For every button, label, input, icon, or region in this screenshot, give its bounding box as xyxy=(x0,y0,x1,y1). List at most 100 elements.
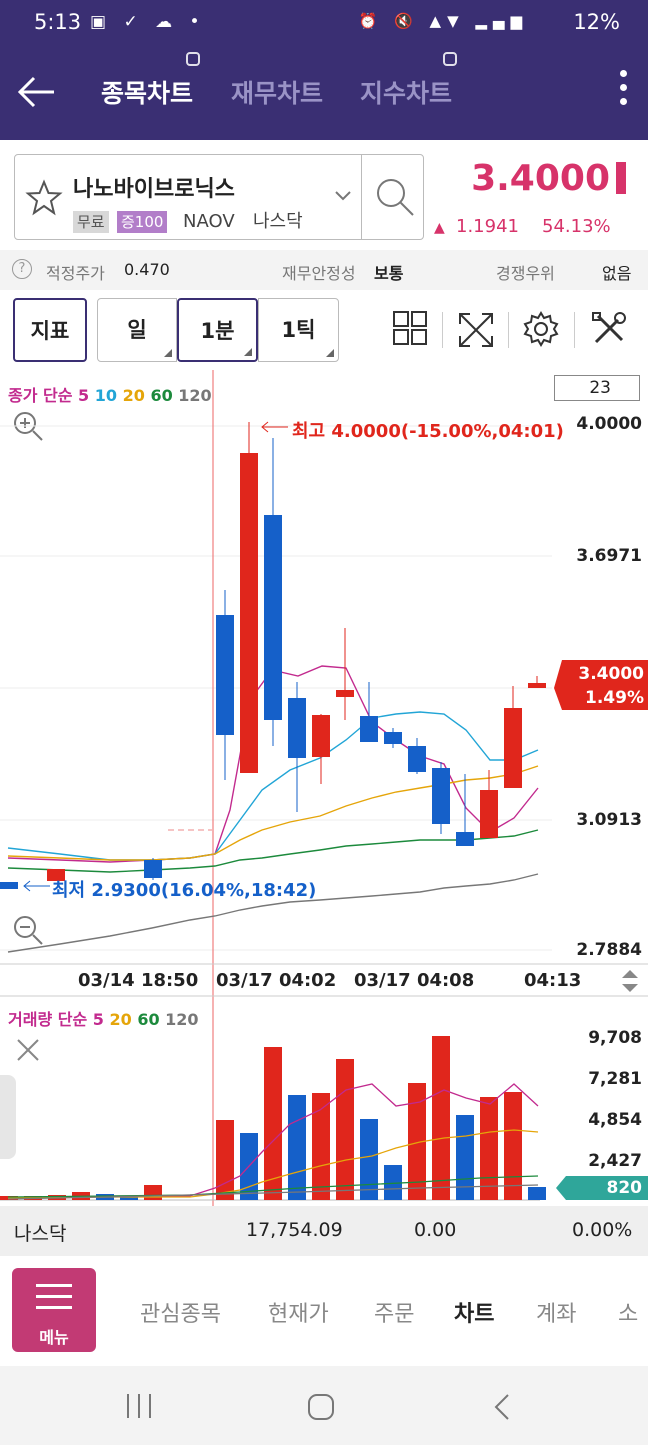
tab-phone-icon xyxy=(443,52,457,66)
tab-financial-chart[interactable]: 재무차트 xyxy=(231,79,324,108)
high-arrow xyxy=(261,421,269,433)
volume-bars xyxy=(0,1036,546,1200)
candle xyxy=(384,732,402,744)
volume-bar xyxy=(432,1036,450,1200)
volume-bar xyxy=(312,1093,330,1200)
tools-icon[interactable] xyxy=(590,310,628,348)
volume-bar xyxy=(504,1092,522,1200)
volume-legend-prefix: 거래량 단순 xyxy=(8,1010,88,1029)
back-nav-icon[interactable] xyxy=(490,1392,514,1422)
current-price-pct: 1.49% xyxy=(585,688,644,708)
app-header: 5:13 ▣ ✓ ☁ • ⏰ 🔇 ▲▼ ▂▄▆ 12% 종목차트 재무차트 지수… xyxy=(0,0,648,140)
y-axis-label: 3.0913 xyxy=(576,810,642,830)
exchange: 나스닥 xyxy=(253,211,303,232)
volume-bar xyxy=(360,1119,378,1200)
candles xyxy=(0,422,546,889)
back-arrow-icon[interactable] xyxy=(14,70,58,114)
corner-triangle xyxy=(326,349,334,357)
star-icon[interactable] xyxy=(25,179,63,217)
more-menu-icon[interactable] xyxy=(618,70,628,110)
index-change: 0.00 xyxy=(414,1219,457,1241)
candle xyxy=(288,698,306,758)
nav-item-account[interactable]: 계좌 xyxy=(536,1302,577,1327)
help-icon[interactable]: ? xyxy=(12,259,32,279)
zoom-out-icon[interactable] xyxy=(12,914,44,946)
search-icon[interactable] xyxy=(373,175,417,219)
fair-price-label: 적정주가 xyxy=(46,264,105,283)
volume-bar xyxy=(120,1196,138,1200)
period-tick-button[interactable]: 1틱 xyxy=(258,298,339,362)
indicator-button[interactable]: 지표 xyxy=(13,298,87,362)
tab-phone-icon xyxy=(186,52,200,66)
volume-bar xyxy=(264,1047,282,1200)
vol-legend-ma60: 60 xyxy=(137,1010,160,1029)
chart-area[interactable]: 종가 단순 5 10 20 60 120 23 xyxy=(0,370,648,1210)
legend-ma5: 5 xyxy=(78,386,90,405)
stock-selector[interactable]: 나노바이브로닉스 무료 증100 NAOV 나스닥 xyxy=(14,154,424,240)
nav-item-more[interactable]: 소 xyxy=(618,1302,639,1327)
zoom-in-icon[interactable] xyxy=(12,410,44,442)
chevron-down-icon[interactable] xyxy=(333,189,353,203)
fullscreen-icon[interactable] xyxy=(456,310,496,350)
settings-gear-icon[interactable] xyxy=(522,310,560,348)
index-name: 나스닥 xyxy=(14,1223,67,1245)
divider xyxy=(508,312,509,348)
legend-ma120: 120 xyxy=(178,386,212,405)
system-status-icons: ⏰ 🔇 ▲▼ ▂▄▆ xyxy=(358,12,528,30)
period-minute-button[interactable]: 1분 xyxy=(177,298,258,362)
price-change: 1.1941 xyxy=(456,216,519,237)
grid-layout-icon[interactable] xyxy=(392,310,428,346)
menu-label: 메뉴 xyxy=(39,1328,69,1347)
volume-y-label: 2,427 xyxy=(588,1151,642,1171)
fair-price-value: 0.470 xyxy=(124,260,170,279)
competition-value: 없음 xyxy=(602,264,632,283)
stability-label: 재무안정성 xyxy=(282,264,356,283)
nav-item-current-price[interactable]: 현재가 xyxy=(268,1302,329,1327)
high-label: 최고 4.0000(-15.00%,04:01) xyxy=(292,421,564,442)
legend-ma60: 60 xyxy=(150,386,173,405)
x-axis-label: 03/17 04:08 xyxy=(354,970,475,991)
corner-triangle xyxy=(164,349,172,357)
ma120-line xyxy=(7,873,539,953)
close-icon[interactable] xyxy=(14,1036,42,1064)
system-navigation-bar xyxy=(0,1366,648,1445)
index-ticker-row[interactable]: 나스닥 17,754.09 0.00 0.00% xyxy=(0,1206,648,1256)
scroll-updown-icon[interactable] xyxy=(620,968,640,994)
fundamentals-row: ? 적정주가 0.470 재무안정성 보통 경쟁우위 없음 xyxy=(0,250,648,290)
price-legend: 종가 단순 5 10 20 60 120 xyxy=(8,382,212,406)
x-axis-label: 03/17 04:02 xyxy=(216,970,337,991)
low-arrow xyxy=(23,880,31,892)
candle xyxy=(480,790,498,838)
nav-item-watchlist[interactable]: 관심종목 xyxy=(140,1302,221,1327)
recent-apps-icon[interactable] xyxy=(124,1392,154,1420)
candle-count[interactable]: 23 xyxy=(554,375,640,401)
current-price: 3.4000 xyxy=(471,158,610,199)
up-triangle-icon: ▲ xyxy=(434,220,445,236)
side-drawer-handle[interactable] xyxy=(0,1075,16,1159)
tab-index-chart[interactable]: 지수차트 xyxy=(360,79,453,108)
y-axis-label: 4.0000 xyxy=(576,414,642,434)
nav-item-chart[interactable]: 차트 xyxy=(454,1302,495,1327)
candle xyxy=(456,832,474,846)
legend-prefix: 종가 단순 xyxy=(8,386,73,405)
index-value: 17,754.09 xyxy=(246,1219,343,1241)
badge-margin: 증100 xyxy=(117,211,168,233)
price-chart[interactable] xyxy=(0,370,648,1210)
volume-bar xyxy=(288,1095,306,1200)
vol-legend-ma20: 20 xyxy=(109,1010,132,1029)
nav-item-order[interactable]: 주문 xyxy=(374,1302,415,1327)
divider xyxy=(442,312,443,348)
candle xyxy=(240,453,258,773)
current-price-tag xyxy=(554,660,648,710)
current-price-label: 3.4000 xyxy=(578,664,644,684)
corner-triangle xyxy=(244,348,252,356)
volume-bar xyxy=(408,1083,426,1200)
candle xyxy=(432,768,450,824)
stability-value: 보통 xyxy=(374,264,404,283)
tab-stock-chart[interactable]: 종목차트 xyxy=(101,79,194,108)
vol-legend-ma120: 120 xyxy=(165,1010,199,1029)
home-icon[interactable] xyxy=(306,1392,336,1422)
period-day-button[interactable]: 일 xyxy=(97,298,177,362)
menu-button[interactable]: 메뉴 xyxy=(12,1268,96,1352)
current-volume-label: 820 xyxy=(606,1178,643,1198)
